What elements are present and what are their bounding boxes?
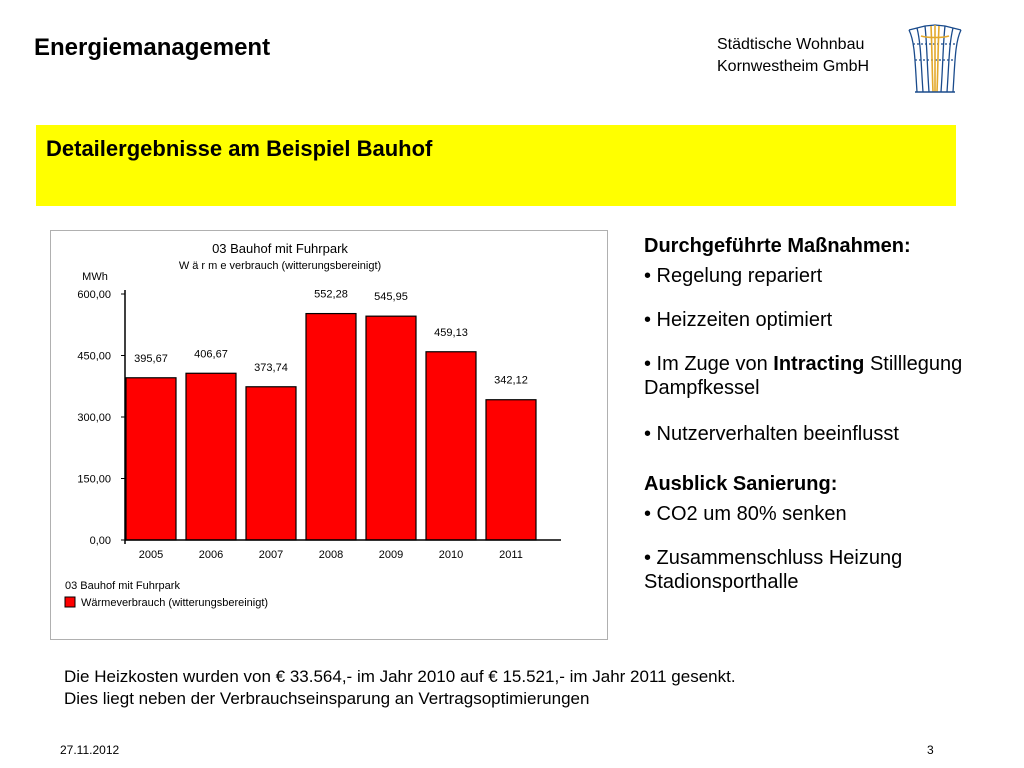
summary-line1: Die Heizkosten wurden von € 33.564,- im … [64, 667, 736, 686]
measure-item-text: • Im Zuge von [644, 353, 774, 375]
y-tick-label: 600,00 [77, 289, 111, 301]
bar [245, 386, 297, 541]
measure-item-bold: Intracting [773, 353, 865, 375]
bar-data-label: 342,12 [494, 375, 528, 387]
chart-title: 03 Bauhof mit Fuhrpark [212, 241, 348, 256]
legend-title: 03 Bauhof mit Fuhrpark [65, 580, 180, 592]
bar-chart: 03 Bauhof mit Fuhrpark W ä r m e verbrau… [50, 230, 608, 640]
legend-label: Wärmeverbrauch (witterungsbereinigt) [81, 597, 268, 609]
section-banner: Detailergebnisse am Beispiel Bauhof [36, 125, 956, 206]
y-tick-label: 300,00 [77, 412, 111, 424]
company-name-line1: Städtische Wohnbau [717, 36, 865, 53]
measure-item: • Regelung repariert [644, 265, 823, 287]
x-tick-label: 2008 [319, 549, 343, 561]
company-name: Städtische Wohnbau Kornwestheim GmbH [717, 34, 869, 78]
company-name-line2: Kornwestheim GmbH [717, 58, 870, 75]
chart-subtitle: W ä r m e verbrauch (witterungsbereinigt… [179, 260, 381, 272]
y-tick-label: 150,00 [77, 474, 111, 486]
y-tick-label: 0,00 [90, 535, 111, 547]
bar [425, 351, 477, 541]
bar-data-label: 552,28 [314, 289, 348, 301]
x-tick-label: 2011 [499, 549, 523, 561]
measure-item: • Im Zuge von Intracting Stilllegung Dam… [644, 352, 1004, 422]
summary-text: Die Heizkosten wurden von € 33.564,- im … [64, 666, 984, 710]
legend-swatch [64, 596, 76, 608]
bar-data-label: 545,95 [374, 291, 408, 303]
bar [365, 315, 417, 541]
outlook-heading: Ausblick Sanierung: [644, 473, 838, 495]
bar-data-label: 373,74 [254, 362, 288, 374]
outlook-item: • Zusammenschluss Heizung Stadionsportha… [644, 547, 903, 593]
company-logo-icon [908, 24, 962, 93]
summary-line2: Dies liegt neben der Verbrauchseinsparun… [64, 689, 590, 708]
x-tick-label: 2009 [379, 549, 403, 561]
chart-canvas: 03 Bauhof mit Fuhrpark W ä r m e verbrau… [64, 241, 561, 609]
y-axis-label: MWh [82, 271, 108, 283]
y-tick-label: 450,00 [77, 351, 111, 363]
x-tick-label: 2007 [259, 549, 283, 561]
bar [485, 399, 537, 541]
slide-title: Energiemanagement [34, 34, 271, 61]
bar [305, 312, 357, 541]
footer-date: 27.11.2012 [60, 743, 120, 757]
measure-item: • Heizzeiten optimiert [644, 309, 833, 331]
bar [125, 377, 177, 541]
bar-data-label: 459,13 [434, 327, 468, 339]
measure-item-text: Stilllegung Dampfkessel [644, 353, 963, 399]
x-tick-label: 2005 [139, 549, 163, 561]
measures-heading: Durchgeführte Maßnahmen: [644, 235, 911, 257]
measures-panel: Durchgeführte Maßnahmen: • Regelung repa… [644, 228, 1004, 594]
outlook-item: • CO2 um 80% senken [644, 503, 847, 525]
bar [185, 372, 237, 541]
bar-data-label: 406,67 [194, 348, 228, 360]
x-tick-label: 2006 [199, 549, 223, 561]
x-tick-label: 2010 [439, 549, 463, 561]
page-number: 3 [927, 743, 934, 757]
banner-heading: Detailergebnisse am Beispiel Bauhof [46, 136, 433, 161]
measure-item: • Nutzerverhalten beeinflusst [644, 423, 899, 445]
bar-data-label: 395,67 [134, 353, 168, 365]
